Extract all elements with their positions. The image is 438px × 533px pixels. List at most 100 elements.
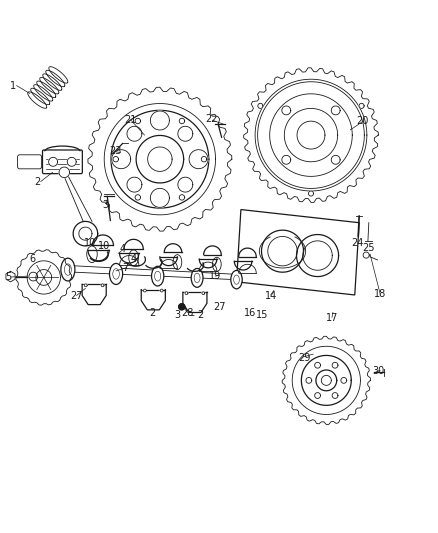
Text: 4: 4 [130,254,136,264]
Polygon shape [282,106,291,115]
Polygon shape [306,377,312,383]
Polygon shape [59,167,70,177]
Text: 14: 14 [265,291,277,301]
Polygon shape [202,292,205,295]
Text: 24: 24 [351,238,363,248]
FancyBboxPatch shape [42,150,82,174]
Polygon shape [331,106,340,115]
Polygon shape [84,284,87,287]
Polygon shape [150,188,170,207]
Polygon shape [178,177,193,192]
Polygon shape [331,155,340,164]
Text: 27: 27 [71,291,83,301]
Polygon shape [261,230,304,272]
Polygon shape [111,110,209,208]
Polygon shape [179,195,185,200]
Polygon shape [297,121,325,149]
Polygon shape [270,94,352,176]
FancyBboxPatch shape [18,155,42,169]
Text: 6: 6 [29,254,35,264]
Ellipse shape [155,271,161,281]
Ellipse shape [129,250,138,265]
Polygon shape [88,87,232,231]
Text: 20: 20 [357,116,369,126]
Polygon shape [179,304,185,310]
Polygon shape [29,272,38,281]
Ellipse shape [173,255,182,270]
Ellipse shape [191,269,203,287]
Polygon shape [321,375,331,385]
Polygon shape [101,284,104,287]
Text: 16: 16 [244,309,256,318]
Polygon shape [127,177,142,192]
Text: 29: 29 [298,353,310,362]
Text: 7: 7 [122,263,128,273]
Polygon shape [6,271,15,282]
Text: 22: 22 [205,115,217,124]
Polygon shape [201,157,207,162]
Polygon shape [150,111,170,130]
Text: 30: 30 [373,366,385,376]
Text: 27: 27 [213,302,225,312]
Ellipse shape [64,264,71,275]
Ellipse shape [61,258,75,281]
Polygon shape [282,155,291,164]
Polygon shape [314,393,321,399]
Polygon shape [178,126,193,141]
Polygon shape [179,118,185,124]
Polygon shape [160,289,163,292]
Polygon shape [36,270,52,285]
Polygon shape [258,82,364,189]
Text: 28: 28 [181,309,194,318]
Polygon shape [49,157,57,166]
Polygon shape [127,126,142,141]
Polygon shape [258,103,263,108]
Text: – 2: – 2 [190,310,204,320]
Polygon shape [314,362,321,368]
Text: 5: 5 [6,272,12,282]
Text: 19: 19 [209,271,222,281]
Text: 17: 17 [326,313,338,323]
Text: 23: 23 [109,146,121,156]
Polygon shape [237,209,359,295]
Text: 2: 2 [149,309,155,318]
Ellipse shape [231,270,242,289]
Polygon shape [112,150,131,168]
Polygon shape [135,195,141,200]
Polygon shape [148,147,172,172]
Polygon shape [67,157,76,166]
Polygon shape [136,135,184,183]
Polygon shape [79,227,92,240]
Text: 25: 25 [363,243,375,253]
Polygon shape [303,241,332,270]
Polygon shape [284,108,338,162]
Polygon shape [185,292,188,295]
Polygon shape [332,393,338,399]
Ellipse shape [113,269,119,279]
Ellipse shape [212,257,221,271]
Polygon shape [268,237,297,266]
Text: 15: 15 [256,310,268,320]
Text: 3: 3 [102,200,108,210]
Text: 4: 4 [120,244,126,254]
Polygon shape [316,370,337,391]
Polygon shape [16,249,72,305]
Ellipse shape [234,275,239,284]
Polygon shape [308,191,314,196]
Polygon shape [301,356,351,405]
Text: 18: 18 [374,289,386,299]
Polygon shape [341,377,347,383]
Text: 3: 3 [174,310,180,320]
Polygon shape [363,252,369,258]
Polygon shape [359,103,364,108]
Ellipse shape [87,246,97,263]
Text: 10: 10 [98,241,110,251]
Ellipse shape [194,273,200,282]
Polygon shape [332,362,338,368]
Polygon shape [244,68,378,203]
Polygon shape [282,336,371,424]
Ellipse shape [110,263,123,285]
Text: 1: 1 [10,80,16,91]
Polygon shape [143,289,146,292]
Text: 2: 2 [34,176,40,187]
